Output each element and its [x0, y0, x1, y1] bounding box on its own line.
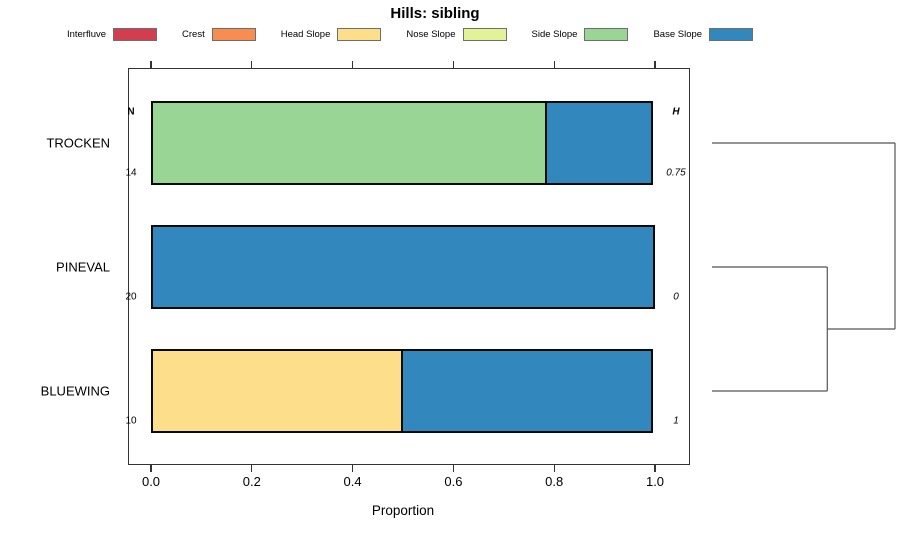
h-column-header: H — [672, 106, 680, 118]
x-axis-tick — [452, 465, 455, 472]
legend-label: Nose Slope — [406, 28, 456, 40]
legend-item: Head Slope — [280, 27, 382, 41]
n-value: 14 — [125, 167, 137, 179]
legend-swatch — [462, 27, 507, 41]
x-axis-tick-label: 1.0 — [645, 474, 665, 489]
x-axis-top-tick — [150, 61, 152, 68]
x-axis-tick-label: 0.4 — [343, 474, 362, 489]
h-value: 1 — [673, 415, 679, 427]
legend-label: Side Slope — [531, 28, 578, 40]
category-label: TROCKEN — [46, 135, 110, 151]
x-axis-tick-label: 0.6 — [444, 474, 463, 489]
bar-segment — [545, 101, 653, 185]
legend-swatch — [709, 27, 754, 41]
legend-label: Interfluve — [66, 28, 107, 40]
legend-item: Side Slope — [531, 27, 629, 41]
x-axis-tick-label: 0.0 — [141, 474, 161, 489]
legend-item: Nose Slope — [406, 27, 507, 41]
n-column-header: N — [127, 106, 135, 118]
legend-swatch — [337, 27, 382, 41]
legend-label: Base Slope — [653, 28, 703, 40]
x-axis-tick-label: 0.8 — [545, 474, 564, 489]
legend-item: Crest — [182, 27, 256, 41]
bar-segment — [151, 349, 403, 433]
stacked-bar — [151, 225, 655, 309]
legend-swatch — [211, 27, 256, 41]
bar-segment — [151, 101, 548, 185]
category-label: BLUEWING — [40, 383, 110, 399]
n-value: 10 — [125, 415, 137, 427]
x-axis-tick — [251, 465, 253, 472]
x-axis-tick-label: 0.2 — [242, 474, 261, 489]
stacked-bar — [151, 101, 655, 185]
x-axis-tick — [654, 465, 656, 472]
x-axis-top-tick — [654, 61, 656, 68]
legend-label: Crest — [182, 28, 205, 40]
legend-label: Head Slope — [280, 28, 331, 40]
x-axis-top-tick — [351, 61, 354, 68]
x-axis-top-tick — [553, 61, 555, 68]
bar-segment — [151, 225, 655, 309]
x-axis-tick — [351, 465, 354, 472]
legend-swatch — [584, 27, 629, 41]
legend-item: Base Slope — [653, 27, 754, 41]
x-axis-label: Proportion — [371, 503, 435, 518]
n-value: 20 — [125, 291, 137, 303]
bar-segment — [401, 349, 653, 433]
category-label: PINEVAL — [56, 259, 110, 275]
x-axis-top-tick — [452, 61, 455, 68]
legend-item: Interfluve — [66, 27, 158, 41]
legend-swatch — [113, 27, 158, 41]
x-axis-tick — [150, 465, 152, 472]
chart-title: Hills: sibling — [390, 5, 480, 22]
h-value: 0.75 — [666, 167, 686, 179]
x-axis-top-tick — [251, 61, 253, 68]
h-value: 0 — [673, 291, 679, 303]
x-axis-tick — [553, 465, 555, 472]
stacked-bar — [151, 349, 655, 433]
legend: Interfluve Crest Head Slope Nose Slope Side … — [0, 25, 820, 43]
